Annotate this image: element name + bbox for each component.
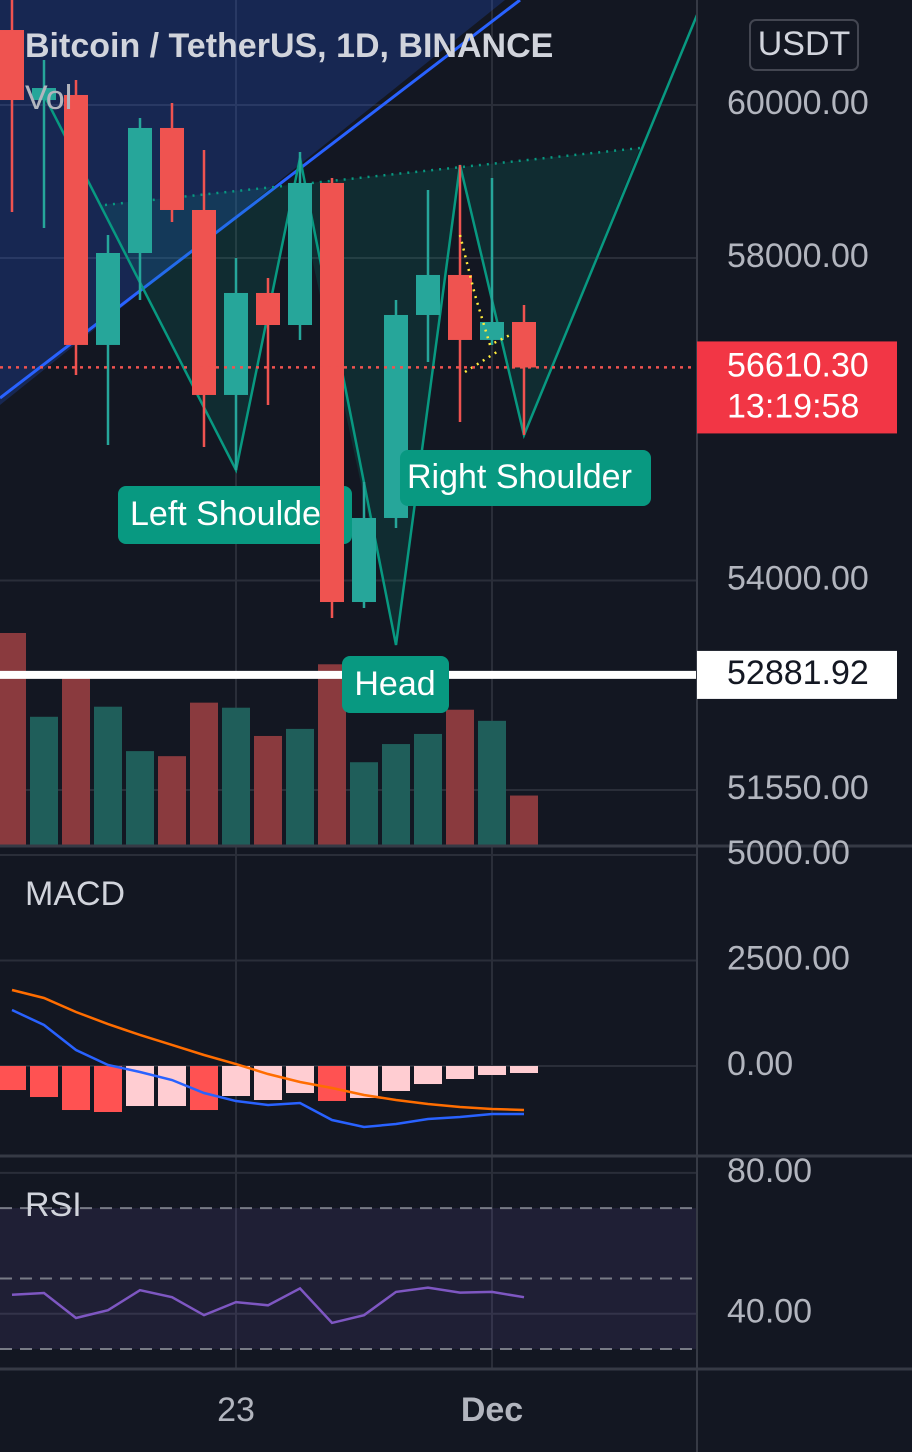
macd-title: MACD: [25, 875, 125, 913]
candle-body: [288, 182, 312, 326]
histogram-bar: [94, 1066, 122, 1113]
volume-bar: [446, 709, 474, 845]
indicator-line: [11, 988, 525, 1112]
volume-title: Vol: [25, 79, 72, 117]
histogram-bar: [478, 1066, 506, 1075]
annotation-box: [342, 656, 449, 713]
y-tick-label: 5000.00: [727, 834, 850, 872]
y-tick-label: 0.00: [727, 1045, 793, 1083]
y-tick-label: 2500.00: [727, 939, 850, 977]
histogram-bar: [0, 1066, 26, 1091]
x-tick-label: Dec: [461, 1391, 523, 1429]
neckline: [104, 146, 641, 207]
y-tick-label: 80.00: [727, 1152, 812, 1190]
volume-bar: [222, 707, 250, 845]
chart-title: Bitcoin / TetherUS, 1D, BINANCE: [25, 27, 553, 65]
y-tick-label: 58000.00: [727, 237, 869, 275]
histogram-bar: [414, 1066, 442, 1085]
annotation: Right Shoulder: [407, 458, 632, 496]
candle-body: [0, 30, 24, 101]
volume-bar: [318, 664, 346, 845]
candle-body: [224, 292, 248, 395]
indicator-line: [11, 1008, 524, 1129]
countdown: 13:19:58: [727, 387, 859, 425]
y-tick-label: 40.00: [727, 1293, 812, 1331]
volume-bar: [190, 702, 218, 845]
currency[interactable]: USDT: [758, 25, 851, 63]
candle-body: [160, 127, 184, 210]
volume-bar: [158, 756, 186, 845]
price-line-box: [697, 650, 897, 699]
price-line-label: 52881.92: [727, 654, 869, 692]
volume-bar: [0, 633, 26, 845]
volume: [0, 633, 538, 845]
candle-body: [512, 322, 536, 368]
volume-bar: [382, 744, 410, 845]
indicator-line: [11, 1286, 525, 1325]
volume-bar: [126, 751, 154, 845]
y-tick-label: 51550.00: [727, 769, 869, 807]
annotation: Left Shoulder: [130, 495, 332, 533]
volume-bar: [254, 735, 282, 845]
candle-body: [96, 253, 120, 345]
x-tick-label: 23: [217, 1391, 255, 1429]
axis-background: [697, 0, 912, 1452]
candle-body: [480, 322, 504, 340]
candle-body: [64, 94, 88, 345]
volume-bar: [286, 728, 314, 845]
candles: [0, 0, 538, 1325]
volume-bar: [94, 706, 122, 845]
y-tick-label: 60000.00: [727, 84, 869, 122]
volume-bar: [350, 762, 378, 845]
candle-body: [416, 274, 440, 315]
histogram-bar: [62, 1066, 90, 1111]
volume-bar: [30, 716, 58, 845]
annotation-box: [400, 450, 651, 506]
legend: Bitcoin / TetherUS, 1D, BINANCE Vol MACD…: [25, 27, 553, 1224]
histogram-bar: [318, 1066, 346, 1101]
candle-body: [32, 88, 56, 101]
histogram-bar: [158, 1066, 186, 1107]
annotations: Right Shoulder Head: [342, 450, 651, 713]
last-price-box: [697, 341, 897, 434]
last-price-label: 56610.30: [727, 346, 869, 384]
currency-box[interactable]: [749, 19, 859, 71]
annotation: Head: [354, 665, 435, 703]
volume-bar: [414, 733, 442, 845]
y-tick-label: 54000.00: [727, 559, 869, 597]
histogram-bar: [222, 1066, 250, 1097]
candle-body: [256, 292, 280, 326]
annotation-box: [118, 486, 352, 544]
histogram-bar: [510, 1066, 538, 1074]
volume-bar: [62, 676, 90, 845]
candle-body: [320, 182, 344, 603]
candle-body: [448, 274, 472, 340]
volume-bar: [478, 720, 506, 845]
volume-bar: [510, 795, 538, 845]
candle-body: [192, 209, 216, 395]
histogram-bar: [446, 1066, 474, 1080]
histogram-bar: [382, 1066, 410, 1091]
candle-body: [128, 127, 152, 254]
candle-body: [352, 517, 376, 603]
histogram-bar: [30, 1066, 58, 1098]
rsi-title: RSI: [25, 1186, 82, 1224]
channel-fill: [0, 0, 505, 405]
